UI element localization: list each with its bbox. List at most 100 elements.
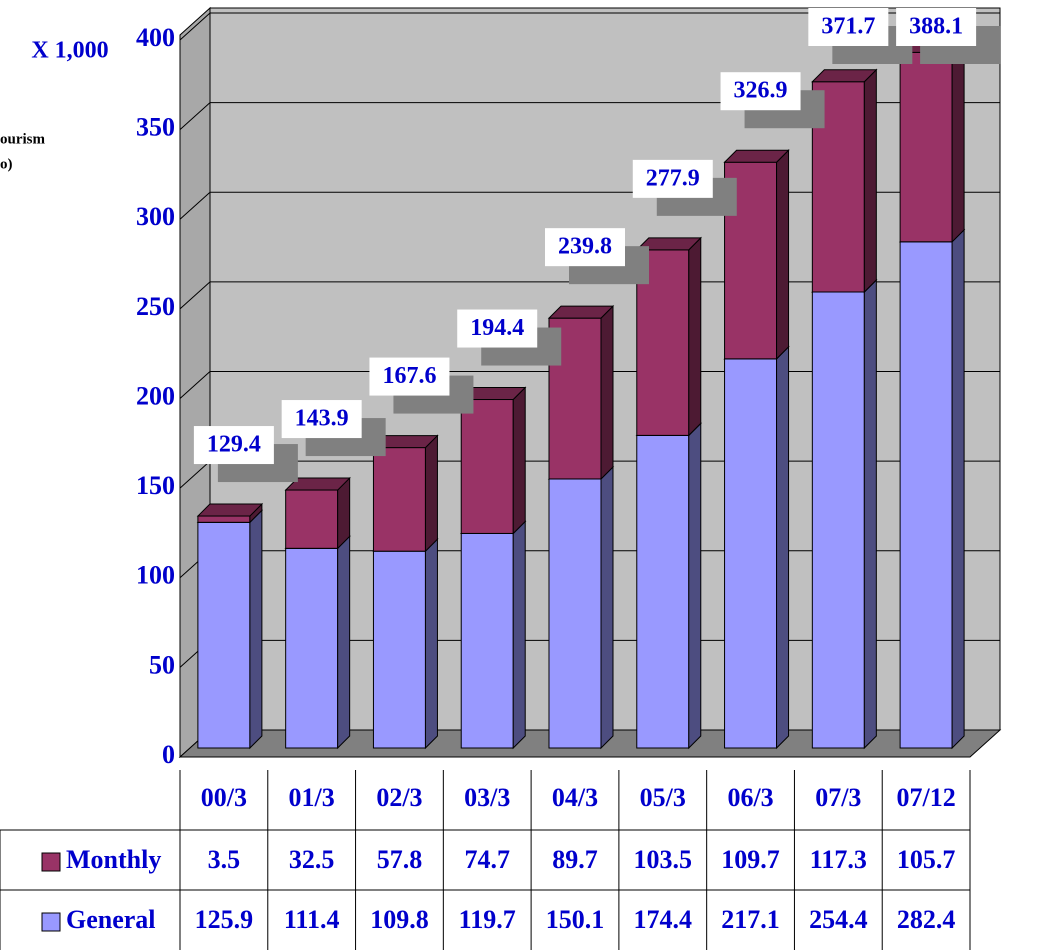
bar-side: [776, 345, 790, 750]
bar-front: [460, 399, 514, 534]
total-label-box: [632, 159, 713, 198]
x-tick-label: 01/3: [289, 783, 335, 812]
bar-side: [424, 434, 438, 553]
bar-front: [724, 358, 778, 749]
bar-side: [776, 149, 790, 361]
table-value: 174.4: [634, 905, 693, 934]
table-value: 57.8: [377, 845, 423, 874]
total-label: 371.7: [821, 14, 875, 40]
y-tick-label: 0: [162, 740, 175, 769]
table-value: 3.5: [208, 845, 241, 874]
x-tick-label: 07/3: [815, 783, 861, 812]
bar-side: [688, 422, 702, 750]
bar: [460, 386, 527, 535]
bar: [898, 228, 966, 750]
bar-side: [863, 68, 877, 294]
bar-front: [899, 241, 953, 749]
y-tick-label: 100: [136, 561, 175, 590]
y-axis-label: X 1,000: [31, 38, 108, 64]
total-label: 326.9: [734, 78, 788, 104]
side-text: ourism: [0, 131, 46, 147]
bar-side: [337, 535, 351, 750]
bar-front: [197, 515, 251, 523]
bar: [547, 465, 615, 750]
bar: [196, 509, 264, 750]
x-tick-label: 05/3: [640, 783, 686, 812]
bar-front: [811, 291, 865, 749]
bar-front: [460, 532, 514, 749]
bar-front: [372, 447, 426, 552]
table-value: 111.4: [284, 905, 340, 934]
grid-line: [179, 12, 1000, 41]
bar: [372, 434, 439, 553]
y-tick-label: 300: [136, 202, 175, 231]
x-tick-label: 00/3: [201, 783, 247, 812]
bar-side: [600, 465, 614, 750]
bar-side: [249, 509, 263, 750]
bar: [460, 520, 527, 750]
total-label-box: [545, 228, 625, 267]
legend-swatch: [41, 912, 61, 932]
table-value: 150.1: [546, 905, 605, 934]
x-tick-label: 02/3: [376, 783, 422, 812]
total-label-box: [720, 72, 801, 111]
total-label-box: [896, 8, 977, 46]
y-tick-label: 400: [136, 23, 175, 52]
table-value: 103.5: [634, 845, 693, 874]
total-label-box: [193, 426, 274, 465]
y-tick-label: 350: [136, 113, 175, 142]
total-label: 129.4: [207, 432, 261, 458]
table-value: 125.9: [195, 905, 254, 934]
table-value: 117.3: [810, 845, 867, 874]
y-tick-label: 200: [136, 381, 175, 410]
x-tick-label: 04/3: [552, 783, 598, 812]
bar-side: [600, 304, 614, 481]
side-text: o): [0, 156, 13, 172]
table-value: 109.8: [370, 905, 429, 934]
total-label: 239.8: [558, 234, 612, 260]
total-label: 194.4: [470, 315, 524, 341]
total-label: 167.6: [382, 363, 436, 389]
bar-side: [951, 39, 965, 244]
bar-front: [899, 51, 953, 243]
bar: [811, 278, 878, 750]
data-table: 00/3 3.5 125.9 01/3 32.5 111.4 02/3 57.8 109.8 03…: [0, 770, 971, 950]
bar-top: [196, 503, 264, 517]
bar: [723, 345, 790, 750]
table-value: 119.7: [459, 905, 516, 934]
bar: [196, 502, 264, 524]
total-label-box: [808, 8, 889, 46]
legend-label: General: [66, 905, 156, 934]
table-value: 217.1: [721, 905, 780, 934]
bar-front: [372, 550, 426, 749]
y-tick-label: 50: [149, 650, 175, 679]
bar-front: [636, 434, 690, 749]
bar-front: [197, 521, 251, 749]
y-tick-label: 250: [136, 292, 175, 321]
total-label-box: [369, 357, 450, 396]
bar-top: [811, 69, 878, 83]
table-value: 32.5: [289, 845, 335, 874]
total-label-box: [457, 309, 538, 348]
bar-side: [863, 278, 877, 750]
table-value: 109.7: [721, 845, 780, 874]
total-label: 143.9: [295, 406, 349, 432]
total-label: 388.1: [909, 14, 963, 40]
bar: [372, 537, 439, 750]
x-tick-label: 06/3: [727, 783, 773, 812]
y-tick-label: 150: [136, 471, 175, 500]
bar-side: [512, 386, 526, 535]
bar-front: [548, 478, 602, 749]
bar: [547, 304, 615, 481]
bar: [898, 39, 966, 244]
total-label-box: [281, 400, 362, 439]
bar-side: [688, 236, 702, 437]
bar: [284, 476, 351, 550]
bar-top: [284, 477, 351, 491]
bar: [635, 422, 702, 750]
table-value: 105.7: [897, 845, 956, 874]
table-value: 282.4: [897, 905, 956, 934]
table-value: 74.7: [464, 845, 510, 874]
bar-front: [285, 489, 339, 549]
